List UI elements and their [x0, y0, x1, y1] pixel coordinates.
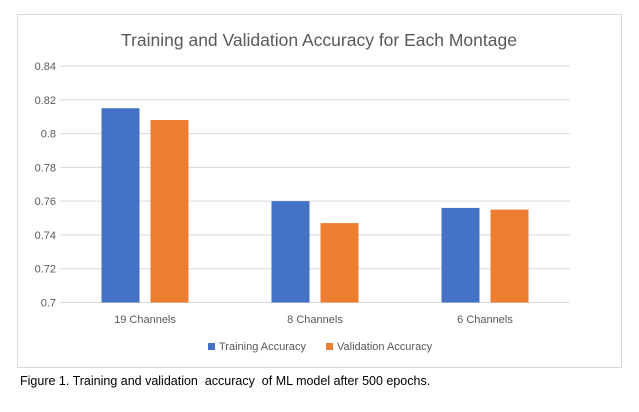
legend-swatch: [208, 343, 215, 350]
figure-caption: Figure 1. Training and validation accura…: [20, 374, 431, 388]
legend-label: Validation Accuracy: [337, 341, 433, 353]
bar-training-accuracy: [101, 108, 140, 303]
chart-frame: [17, 14, 622, 368]
y-tick-label: 0.72: [35, 264, 56, 276]
y-tick-label: 0.8: [41, 129, 56, 141]
legend-label: Training Accuracy: [219, 341, 307, 353]
bar-validation-accuracy: [150, 120, 189, 303]
y-tick-label: 0.78: [35, 162, 56, 174]
bar-training-accuracy: [271, 201, 310, 303]
y-tick-label: 0.76: [35, 196, 56, 208]
x-tick-label: 19 Channels: [114, 314, 176, 326]
bar-validation-accuracy: [490, 209, 529, 303]
x-tick-label: 6 Channels: [457, 314, 513, 326]
legend-swatch: [326, 343, 333, 350]
y-tick-label: 0.82: [35, 95, 56, 107]
y-tick-label: 0.74: [35, 230, 56, 242]
y-tick-label: 0.7: [41, 298, 56, 310]
x-tick-label: 8 Channels: [287, 314, 343, 326]
y-tick-label: 0.84: [35, 61, 56, 73]
bar-training-accuracy: [441, 207, 480, 303]
bar-chart: Training and Validation Accuracy for Eac…: [35, 30, 570, 353]
chart-title: Training and Validation Accuracy for Eac…: [121, 30, 517, 50]
bar-validation-accuracy: [320, 223, 359, 303]
